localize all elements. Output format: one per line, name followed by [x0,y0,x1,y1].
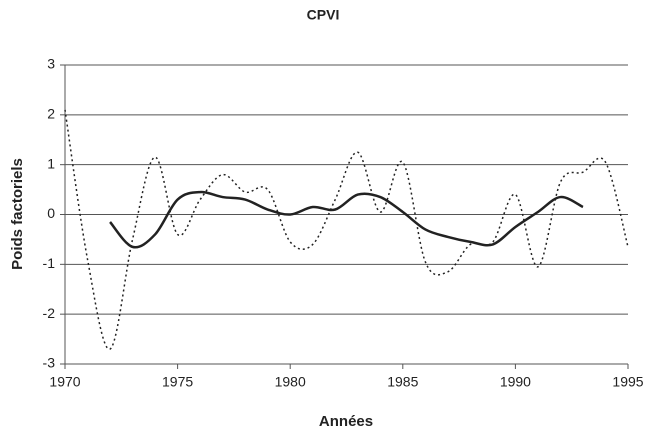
x-tick-label: 1980 [275,374,306,390]
x-tick-label: 1985 [387,374,418,390]
x-tick-label: 1995 [612,374,643,390]
y-tick-label: -1 [43,255,56,271]
x-tick-label: 1975 [162,374,193,390]
y-tick-label: 0 [47,205,55,221]
y-tick-label: 2 [47,106,55,122]
y-tick-label: -3 [43,355,56,371]
chart-title: CPVI [307,7,340,23]
y-tick-label: 3 [47,56,55,72]
line-series [64,109,629,350]
y-axis-label: Poids factoriels [9,158,26,270]
y-tick-label: 1 [47,155,55,171]
x-axis-label: Années [319,413,373,430]
x-tick-label: 1990 [500,374,531,390]
x-tick-label: 1970 [49,374,80,390]
line-series [109,190,584,249]
y-tick-label: -2 [43,305,56,321]
